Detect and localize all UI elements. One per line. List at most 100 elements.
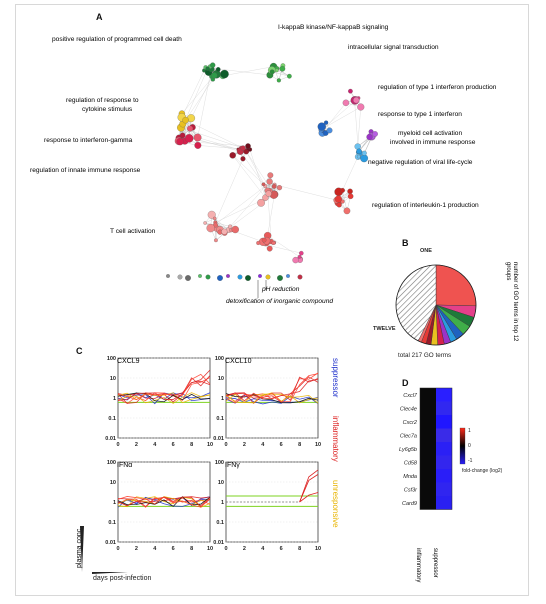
series-line [225, 393, 319, 404]
chart-title-cxcl10: CXCL10 [225, 358, 252, 365]
y-tick-label: 0.1 [108, 416, 116, 422]
isolated-node [198, 274, 202, 278]
network-node [193, 133, 202, 142]
hm-legend-title: fold-change (log2) [462, 468, 503, 474]
x-tick-label: 10 [315, 546, 321, 552]
heatmap-cell [436, 415, 452, 429]
pie-label-twelve: TWELVE [373, 326, 396, 332]
hm-col-suppressor: suppressor [432, 548, 438, 578]
network-node [267, 172, 274, 179]
y-tick-label: 0.1 [216, 520, 224, 526]
series-line [117, 380, 211, 403]
c-xlabel: days post-infection [93, 575, 152, 582]
network-node [228, 224, 233, 229]
isolated-node [297, 274, 303, 280]
isolated-node [245, 275, 251, 281]
x-tick-label: 10 [315, 442, 321, 448]
heatmap-cell [436, 455, 452, 469]
heatmap-frame [419, 387, 453, 510]
series-line [299, 469, 319, 503]
c-axis-wedges [80, 526, 128, 574]
network-node [182, 116, 189, 124]
network-node [221, 228, 228, 235]
y-tick-label: 1 [221, 500, 224, 506]
label-viral-life-cycle: negative regulation of viral life-cycle [368, 159, 473, 166]
y-tick-label: 10 [218, 376, 224, 382]
isolated-node [237, 274, 243, 280]
network-node [297, 255, 302, 259]
go-network-graph [166, 62, 378, 298]
network-node [366, 133, 373, 141]
series-line [117, 392, 211, 404]
network-node [326, 127, 333, 134]
x-tick-label: 8 [190, 442, 193, 448]
heatmap-row-label: Mnda [403, 474, 417, 480]
heatmap-row-label: Csf3r [404, 487, 418, 493]
network-node [276, 78, 281, 83]
y-tick-label: 1 [113, 396, 116, 402]
network-node [323, 120, 329, 125]
network-node [269, 69, 275, 75]
network-node [348, 88, 353, 94]
network-node [262, 194, 269, 201]
network-node [257, 198, 265, 207]
x-tick-label: 8 [298, 442, 301, 448]
label-response-cytokine-1: regulation of response to [66, 97, 139, 104]
chart-ifng: 100 10 1 0.1 0.010 2 4 6 8 10 [213, 460, 321, 552]
go-term-pie-chart [395, 264, 477, 346]
colorbar-tick: -1 [468, 458, 473, 464]
series-line [225, 393, 319, 404]
label-t-cell-activation: T cell activation [110, 228, 156, 235]
heatmap-cell [420, 455, 436, 469]
label-ph-reduction: pH reduction [262, 286, 300, 293]
network-node [299, 250, 304, 256]
heatmap-row-label: Cd58 [404, 460, 418, 466]
network-node [203, 221, 207, 225]
y-tick-label: 0.01 [105, 540, 116, 546]
y-tick-label: 10 [218, 480, 224, 486]
heatmap-cell [420, 428, 436, 442]
hm-col-inflammatory: inflammatory [415, 548, 421, 583]
label-response-cytokine-2: cytokine stimulus [82, 106, 133, 113]
network-node [342, 99, 350, 107]
network-node [343, 207, 351, 215]
series-line [117, 373, 211, 401]
heatmap-row-label: Clec7a [400, 433, 417, 439]
group-suppressor: suppressor [331, 358, 340, 398]
network-node [356, 148, 362, 155]
x-tick-label: 2 [135, 442, 138, 448]
y-tick-label: 1 [113, 500, 116, 506]
heatmap-row-label: Clec4e [400, 406, 417, 412]
heatmap-cell [436, 496, 452, 510]
panel-label-a: A [96, 12, 103, 22]
series-line [225, 376, 319, 403]
network-node [356, 154, 361, 159]
network-node [211, 72, 218, 79]
network-node [210, 62, 216, 68]
pie-label-one: ONE [420, 248, 432, 254]
y-tick-label: 1 [221, 396, 224, 402]
heatmap-cell [420, 482, 436, 496]
heatmap-cell [420, 401, 436, 415]
network-node [292, 256, 299, 264]
network-node [176, 138, 184, 146]
network-node [194, 141, 202, 149]
heatmap-cell [436, 469, 452, 483]
x-tick-label: 6 [280, 546, 283, 552]
heatmap-cell [436, 428, 452, 442]
colorbar-tick: 0 [468, 443, 471, 449]
network-node [187, 125, 194, 132]
label-myeloid-activation-2: involved in immune response [390, 139, 476, 146]
heatmap-row-label: Ly6g5b [399, 447, 417, 453]
chart-cxcl10: 100 10 1 0.1 0.010 2 4 6 8 10 [213, 356, 321, 448]
chart-title-cxcl9: CXCL9 [117, 358, 140, 365]
label-response-type1-ifn: response to type 1 interferon [378, 111, 462, 118]
network-node [184, 134, 194, 143]
isolated-node [177, 274, 183, 280]
network-node [347, 188, 353, 195]
y-tick-label: 0.01 [213, 540, 224, 546]
colorbar-tick: 1 [468, 428, 471, 434]
x-tick-label: 4 [153, 442, 157, 448]
heatmap-cell [420, 469, 436, 483]
y-tick-label: 0.1 [216, 416, 224, 422]
